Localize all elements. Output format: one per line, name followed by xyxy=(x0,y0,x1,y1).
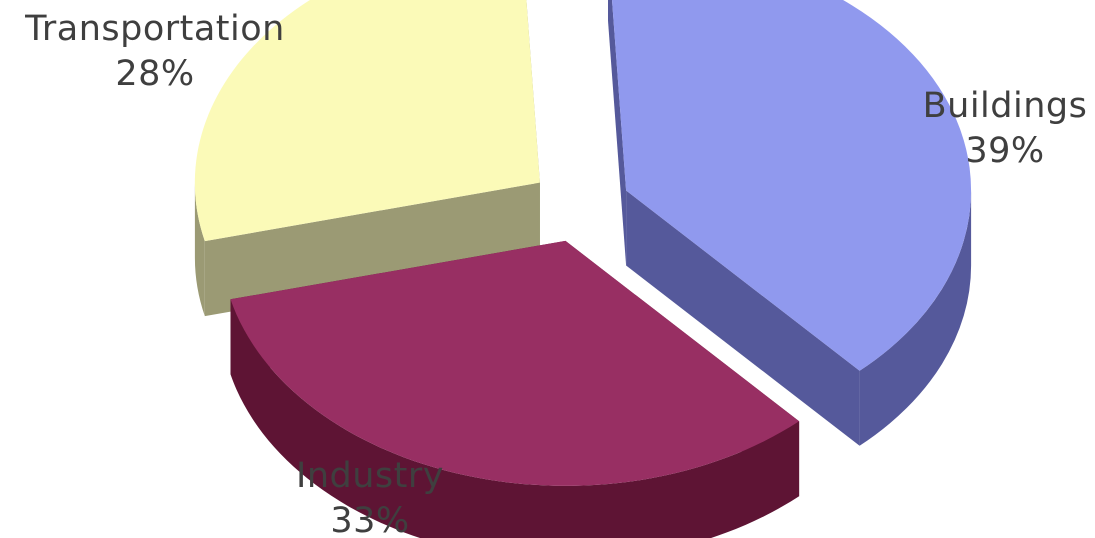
slice-percent-buildings: 39% xyxy=(965,131,1044,171)
slice-name-buildings: Buildings xyxy=(923,86,1088,126)
slice-name-industry: Industry xyxy=(296,456,444,496)
slice-percent-industry: 33% xyxy=(330,501,409,538)
slice-name-transportation: Transportation xyxy=(24,9,285,49)
slice-percent-transportation: 28% xyxy=(115,54,194,94)
slice-top-buildings xyxy=(608,0,971,371)
